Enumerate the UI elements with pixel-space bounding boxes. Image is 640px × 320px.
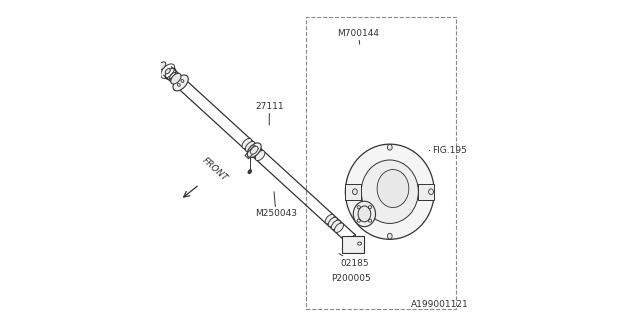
Text: P200005: P200005 bbox=[331, 275, 371, 284]
Text: FIG.195: FIG.195 bbox=[429, 146, 467, 155]
Ellipse shape bbox=[353, 189, 357, 195]
Ellipse shape bbox=[255, 150, 265, 161]
Ellipse shape bbox=[353, 201, 376, 227]
Ellipse shape bbox=[245, 141, 255, 152]
Ellipse shape bbox=[387, 144, 392, 150]
Ellipse shape bbox=[387, 233, 392, 239]
Ellipse shape bbox=[429, 189, 433, 195]
Ellipse shape bbox=[242, 139, 252, 148]
Ellipse shape bbox=[346, 144, 434, 239]
Text: M700144: M700144 bbox=[337, 28, 380, 44]
Text: M250043: M250043 bbox=[255, 192, 297, 219]
Ellipse shape bbox=[250, 146, 258, 154]
Bar bbox=[306, 17, 456, 309]
Ellipse shape bbox=[171, 73, 181, 84]
Ellipse shape bbox=[158, 62, 166, 70]
Text: 02185: 02185 bbox=[339, 253, 369, 268]
Ellipse shape bbox=[332, 220, 340, 229]
Bar bbox=[346, 184, 361, 200]
Ellipse shape bbox=[328, 217, 337, 227]
Ellipse shape bbox=[358, 206, 371, 222]
Ellipse shape bbox=[377, 170, 409, 208]
Ellipse shape bbox=[173, 75, 188, 91]
Bar bbox=[342, 236, 364, 253]
Text: A199001121: A199001121 bbox=[412, 300, 469, 309]
Ellipse shape bbox=[247, 143, 261, 157]
Text: 27111: 27111 bbox=[255, 101, 284, 125]
Ellipse shape bbox=[249, 145, 259, 155]
Ellipse shape bbox=[361, 160, 419, 223]
Ellipse shape bbox=[335, 223, 344, 232]
Polygon shape bbox=[245, 145, 258, 159]
Ellipse shape bbox=[165, 68, 170, 74]
Text: FRONT: FRONT bbox=[200, 156, 229, 183]
Ellipse shape bbox=[325, 214, 334, 224]
Ellipse shape bbox=[252, 148, 262, 157]
Bar bbox=[419, 184, 434, 200]
